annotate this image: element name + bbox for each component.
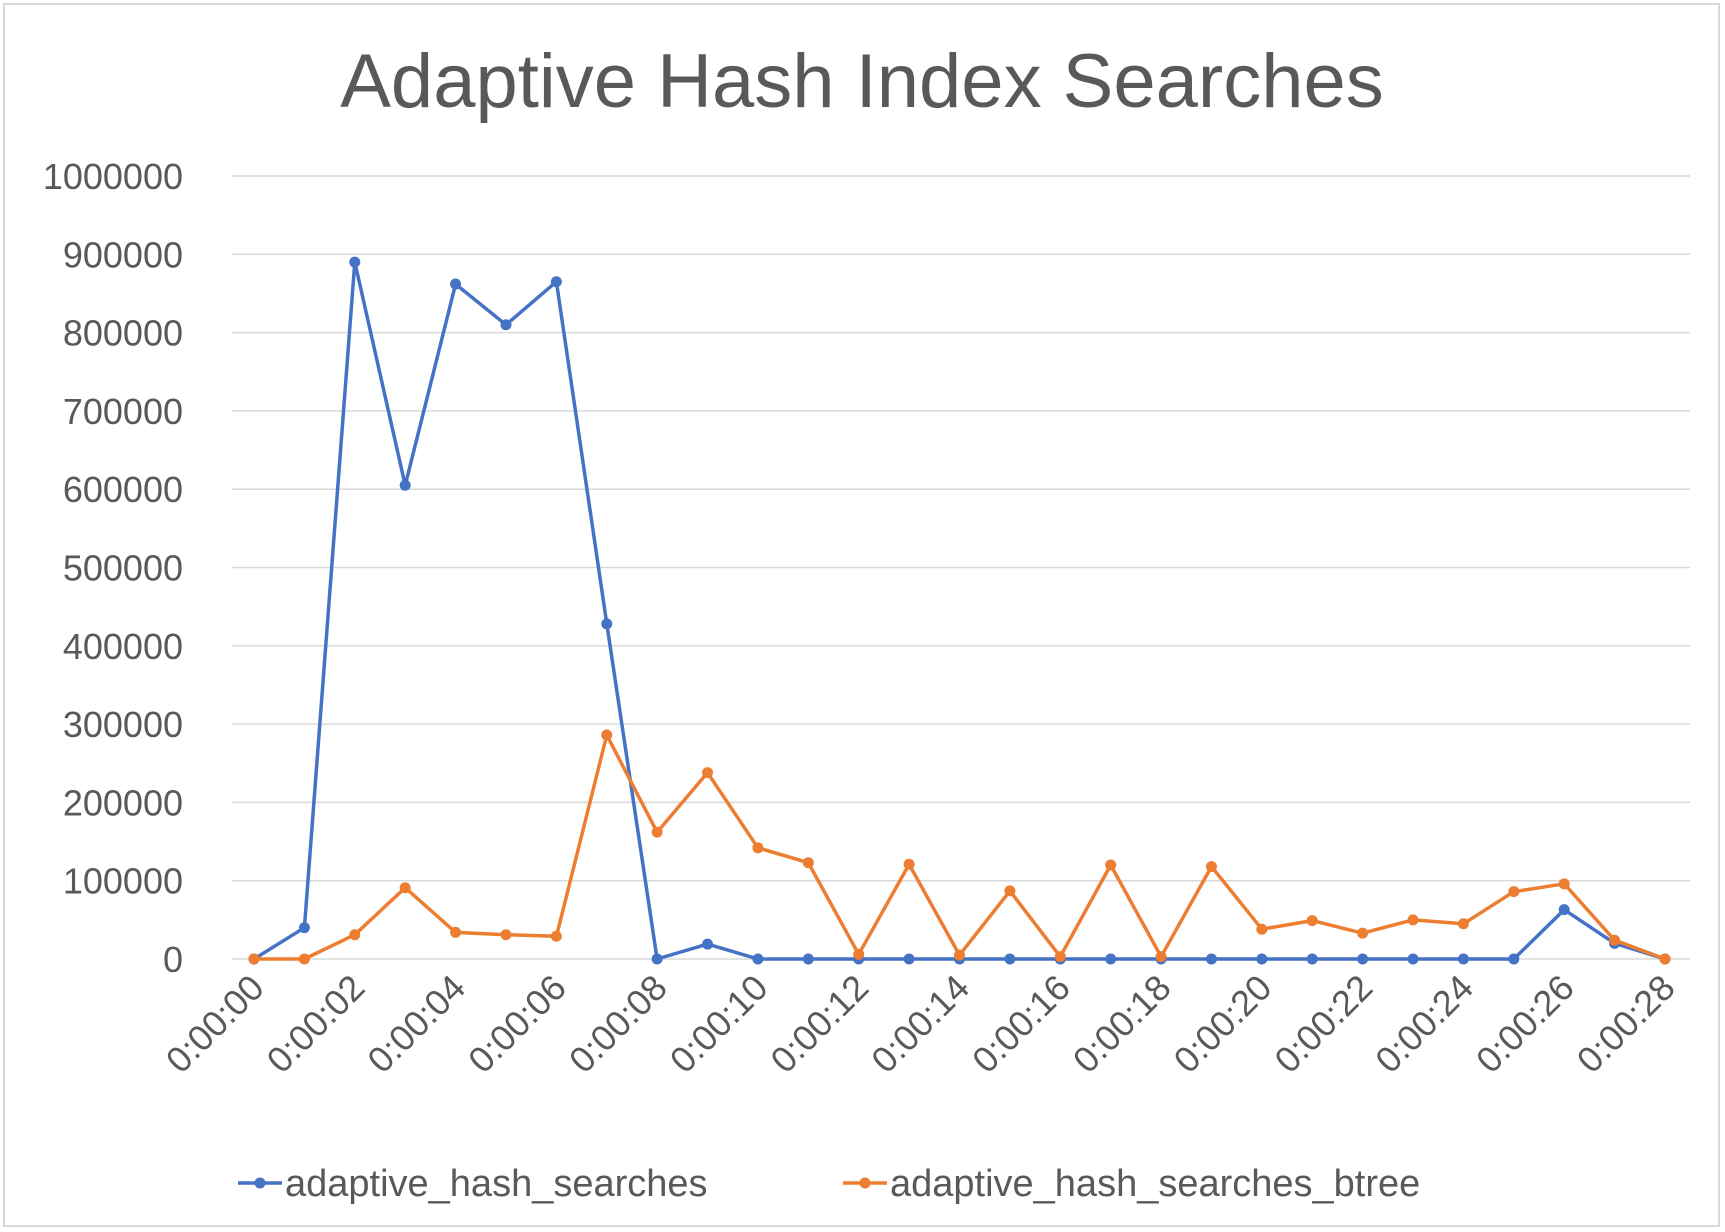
y-tick-label: 0 [163,939,183,980]
data-point [1004,953,1016,965]
data-point [903,858,915,870]
data-point [1205,953,1217,965]
y-tick-label: 600000 [63,469,183,510]
x-tick-label: 0:00:16 [964,967,1078,1081]
legend-swatch-marker [859,1177,871,1189]
data-point [550,276,562,288]
y-tick-label: 1000000 [43,156,183,197]
legend-label: adaptive_hash_searches_btree [890,1163,1420,1205]
y-tick-label: 100000 [63,861,183,902]
data-point [1558,904,1570,916]
legend-item-adaptive_hash_searches_btree: adaptive_hash_searches_btree [843,1163,1420,1205]
y-tick-label: 500000 [63,548,183,589]
data-point [752,842,764,854]
x-tick-label: 0:00:10 [662,967,776,1081]
data-point [1659,953,1671,965]
data-point [1407,953,1419,965]
chart-title: Adaptive Hash Index Searches [340,39,1384,124]
data-point [702,938,714,950]
x-tick-label: 0:00:28 [1569,967,1683,1081]
data-point [1306,953,1318,965]
data-point [1407,914,1419,926]
x-tick-label: 0:00:20 [1166,967,1280,1081]
data-point [349,256,361,268]
y-tick-label: 200000 [63,782,183,823]
data-point [954,949,965,961]
data-point [802,857,814,869]
series-lines [248,256,1671,965]
data-point [500,319,512,331]
x-tick-label: 0:00:24 [1367,967,1481,1081]
data-point [1558,878,1570,890]
data-point [500,929,512,941]
data-point [1205,861,1217,873]
x-axis-labels: 0:00:000:00:020:00:040:00:060:00:080:00:… [158,967,1683,1081]
data-point [1457,918,1469,930]
data-point [702,767,714,779]
x-tick-label: 0:00:06 [460,967,574,1081]
x-tick-label: 0:00:00 [158,967,272,1081]
data-point [651,826,663,838]
data-point [450,926,462,938]
data-point [1508,886,1520,898]
y-tick-label: 300000 [63,704,183,745]
data-point [853,948,865,960]
legend-swatch-marker [254,1177,266,1189]
data-point [601,618,613,630]
y-tick-label: 900000 [63,234,183,275]
series-adaptive_hash_searches [248,256,1671,965]
x-tick-label: 0:00:04 [359,967,473,1081]
legend-item-adaptive_hash_searches: adaptive_hash_searches [238,1163,708,1205]
grid-lines [232,175,1690,960]
data-point [903,953,915,965]
data-point [1054,951,1066,963]
data-point [450,278,462,290]
x-tick-label: 0:00:26 [1468,967,1582,1081]
data-point [601,729,613,741]
y-tick-label: 800000 [63,313,183,354]
data-point [399,479,411,491]
data-point [1508,953,1520,965]
x-tick-label: 0:00:12 [762,967,876,1081]
data-point [1256,923,1268,935]
data-point [349,929,361,941]
data-point [1155,951,1167,963]
data-point [298,922,310,934]
y-tick-label: 700000 [63,391,183,432]
data-point [550,930,562,942]
data-point [1105,859,1117,871]
series-line-adaptive_hash_searches [253,260,1666,961]
y-tick-label: 400000 [63,626,183,667]
data-point [1306,915,1318,927]
x-tick-label: 0:00:08 [561,967,675,1081]
chart-frame [3,3,1720,1227]
data-point [1609,934,1621,946]
data-point [802,953,814,965]
data-point [1357,953,1369,965]
data-point [1004,885,1016,897]
y-axis-labels: 0 100000 200000 300000 400000 500000 600000 700… [43,156,183,980]
data-point [1457,953,1469,965]
series-adaptive_hash_searches_btree [248,729,1671,965]
data-point [651,953,663,965]
x-tick-label: 0:00:22 [1266,967,1380,1081]
data-point [1357,927,1369,939]
legend-label: adaptive_hash_searches [285,1163,708,1205]
data-point [399,882,411,894]
data-point [752,953,764,965]
x-tick-label: 0:00:18 [1065,967,1179,1081]
data-point [1105,953,1117,965]
series-line-adaptive_hash_searches_btree [254,733,1666,961]
data-point [248,953,260,965]
legend: adaptive_hash_searches adaptive_hash_sear… [238,1163,1420,1205]
data-point [298,953,310,965]
data-point [1256,953,1268,965]
x-tick-label: 0:00:02 [259,967,373,1081]
x-tick-label: 0:00:14 [863,967,977,1081]
